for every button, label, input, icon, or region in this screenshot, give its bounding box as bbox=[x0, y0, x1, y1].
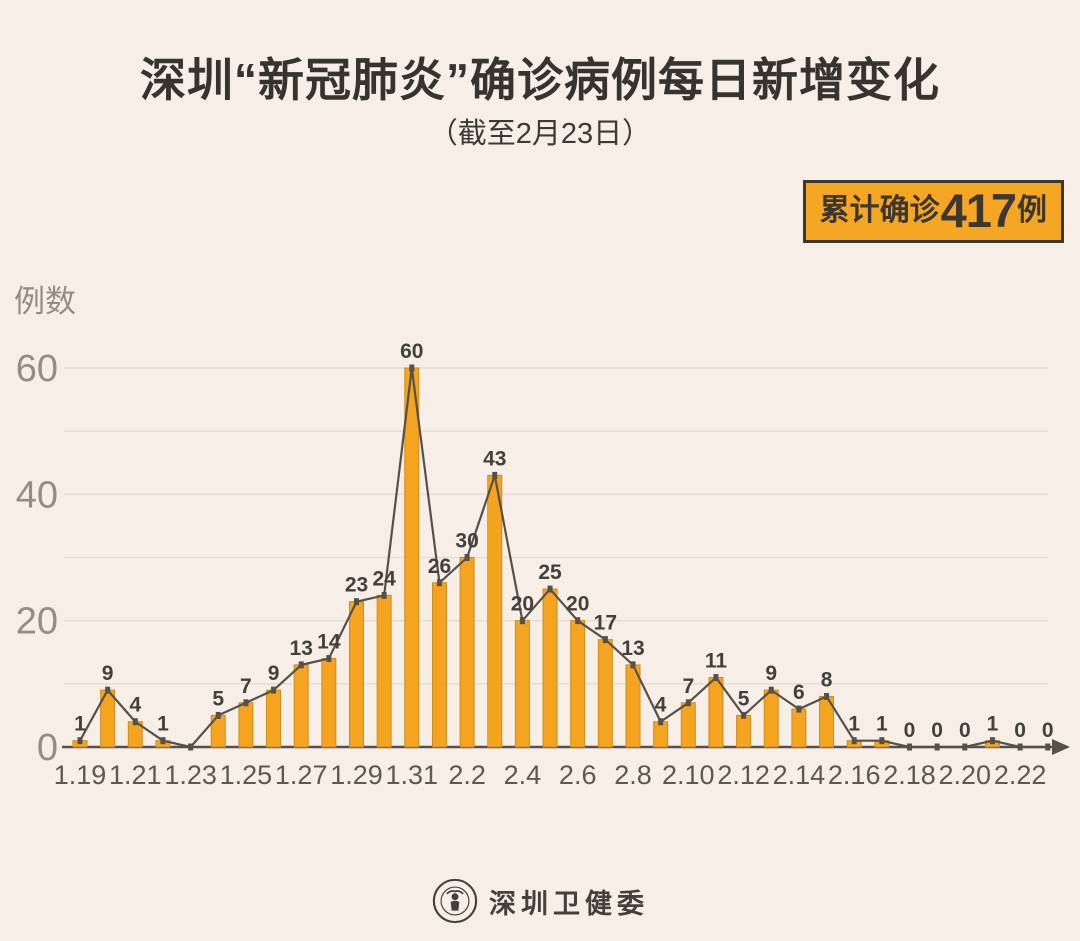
footer: 深圳卫健委 bbox=[0, 877, 1080, 925]
svg-text:2.14: 2.14 bbox=[773, 760, 826, 790]
org-name: 深圳卫健委 bbox=[489, 888, 649, 919]
svg-text:2.22: 2.22 bbox=[994, 760, 1047, 790]
svg-text:8: 8 bbox=[821, 668, 833, 691]
svg-text:6: 6 bbox=[793, 681, 805, 704]
svg-text:0: 0 bbox=[904, 719, 916, 742]
svg-text:13: 13 bbox=[621, 637, 644, 660]
cumulative-total-badge: 累计确诊 417 例 bbox=[802, 180, 1064, 243]
svg-text:1.19: 1.19 bbox=[54, 760, 107, 790]
svg-text:20: 20 bbox=[511, 593, 534, 616]
svg-text:1: 1 bbox=[157, 713, 169, 736]
svg-text:1.29: 1.29 bbox=[330, 760, 383, 790]
org-seal-icon bbox=[432, 878, 478, 924]
svg-text:60: 60 bbox=[400, 340, 423, 363]
svg-text:1.25: 1.25 bbox=[220, 760, 273, 790]
svg-text:0: 0 bbox=[931, 719, 943, 742]
svg-text:20: 20 bbox=[16, 601, 58, 643]
svg-text:7: 7 bbox=[682, 675, 694, 698]
svg-text:25: 25 bbox=[538, 561, 562, 584]
svg-text:1: 1 bbox=[876, 713, 888, 736]
svg-text:2.6: 2.6 bbox=[559, 760, 597, 790]
svg-text:17: 17 bbox=[594, 612, 617, 635]
svg-text:2.12: 2.12 bbox=[717, 760, 770, 790]
svg-text:2.18: 2.18 bbox=[883, 760, 936, 790]
svg-text:14: 14 bbox=[317, 631, 341, 654]
svg-text:0: 0 bbox=[959, 719, 971, 742]
badge-prefix: 累计确诊 bbox=[819, 193, 940, 227]
svg-text:1: 1 bbox=[987, 713, 999, 736]
badge-suffix: 例 bbox=[1017, 193, 1047, 227]
svg-text:7: 7 bbox=[240, 675, 252, 698]
svg-text:26: 26 bbox=[428, 555, 451, 578]
svg-text:11: 11 bbox=[705, 650, 728, 673]
svg-text:23: 23 bbox=[345, 574, 368, 597]
svg-text:30: 30 bbox=[455, 530, 478, 553]
svg-text:40: 40 bbox=[16, 474, 58, 516]
svg-text:2.2: 2.2 bbox=[448, 760, 486, 790]
svg-text:2.8: 2.8 bbox=[614, 760, 652, 790]
svg-text:4: 4 bbox=[129, 694, 141, 717]
svg-text:2.20: 2.20 bbox=[939, 760, 992, 790]
svg-text:1: 1 bbox=[848, 713, 860, 736]
svg-text:2.10: 2.10 bbox=[662, 760, 715, 790]
svg-text:9: 9 bbox=[102, 662, 114, 685]
svg-text:20: 20 bbox=[566, 593, 589, 616]
svg-text:1.23: 1.23 bbox=[164, 760, 217, 790]
svg-text:1.27: 1.27 bbox=[275, 760, 328, 790]
svg-text:5: 5 bbox=[738, 687, 750, 710]
badge-number: 417 bbox=[940, 184, 1017, 237]
svg-text:1.31: 1.31 bbox=[386, 760, 439, 790]
svg-text:24: 24 bbox=[372, 567, 396, 590]
svg-text:60: 60 bbox=[16, 348, 58, 390]
svg-text:2.4: 2.4 bbox=[504, 760, 542, 790]
svg-text:9: 9 bbox=[268, 662, 280, 685]
svg-text:4: 4 bbox=[655, 694, 667, 717]
svg-text:0: 0 bbox=[1042, 719, 1054, 742]
svg-text:0: 0 bbox=[37, 727, 58, 769]
svg-text:0: 0 bbox=[1014, 719, 1026, 742]
svg-text:43: 43 bbox=[483, 447, 506, 470]
svg-text:9: 9 bbox=[765, 662, 777, 685]
svg-text:1: 1 bbox=[74, 713, 86, 736]
page-title: 深圳“新冠肺炎”确诊病例每日新增变化 bbox=[140, 54, 940, 106]
svg-text:2.16: 2.16 bbox=[828, 760, 881, 790]
page-subtitle: （截至2月23日） bbox=[428, 118, 652, 150]
svg-text:13: 13 bbox=[290, 637, 313, 660]
y-axis-title: 例数 bbox=[14, 284, 76, 319]
svg-text:5: 5 bbox=[212, 687, 224, 710]
svg-text:1.21: 1.21 bbox=[109, 760, 162, 790]
